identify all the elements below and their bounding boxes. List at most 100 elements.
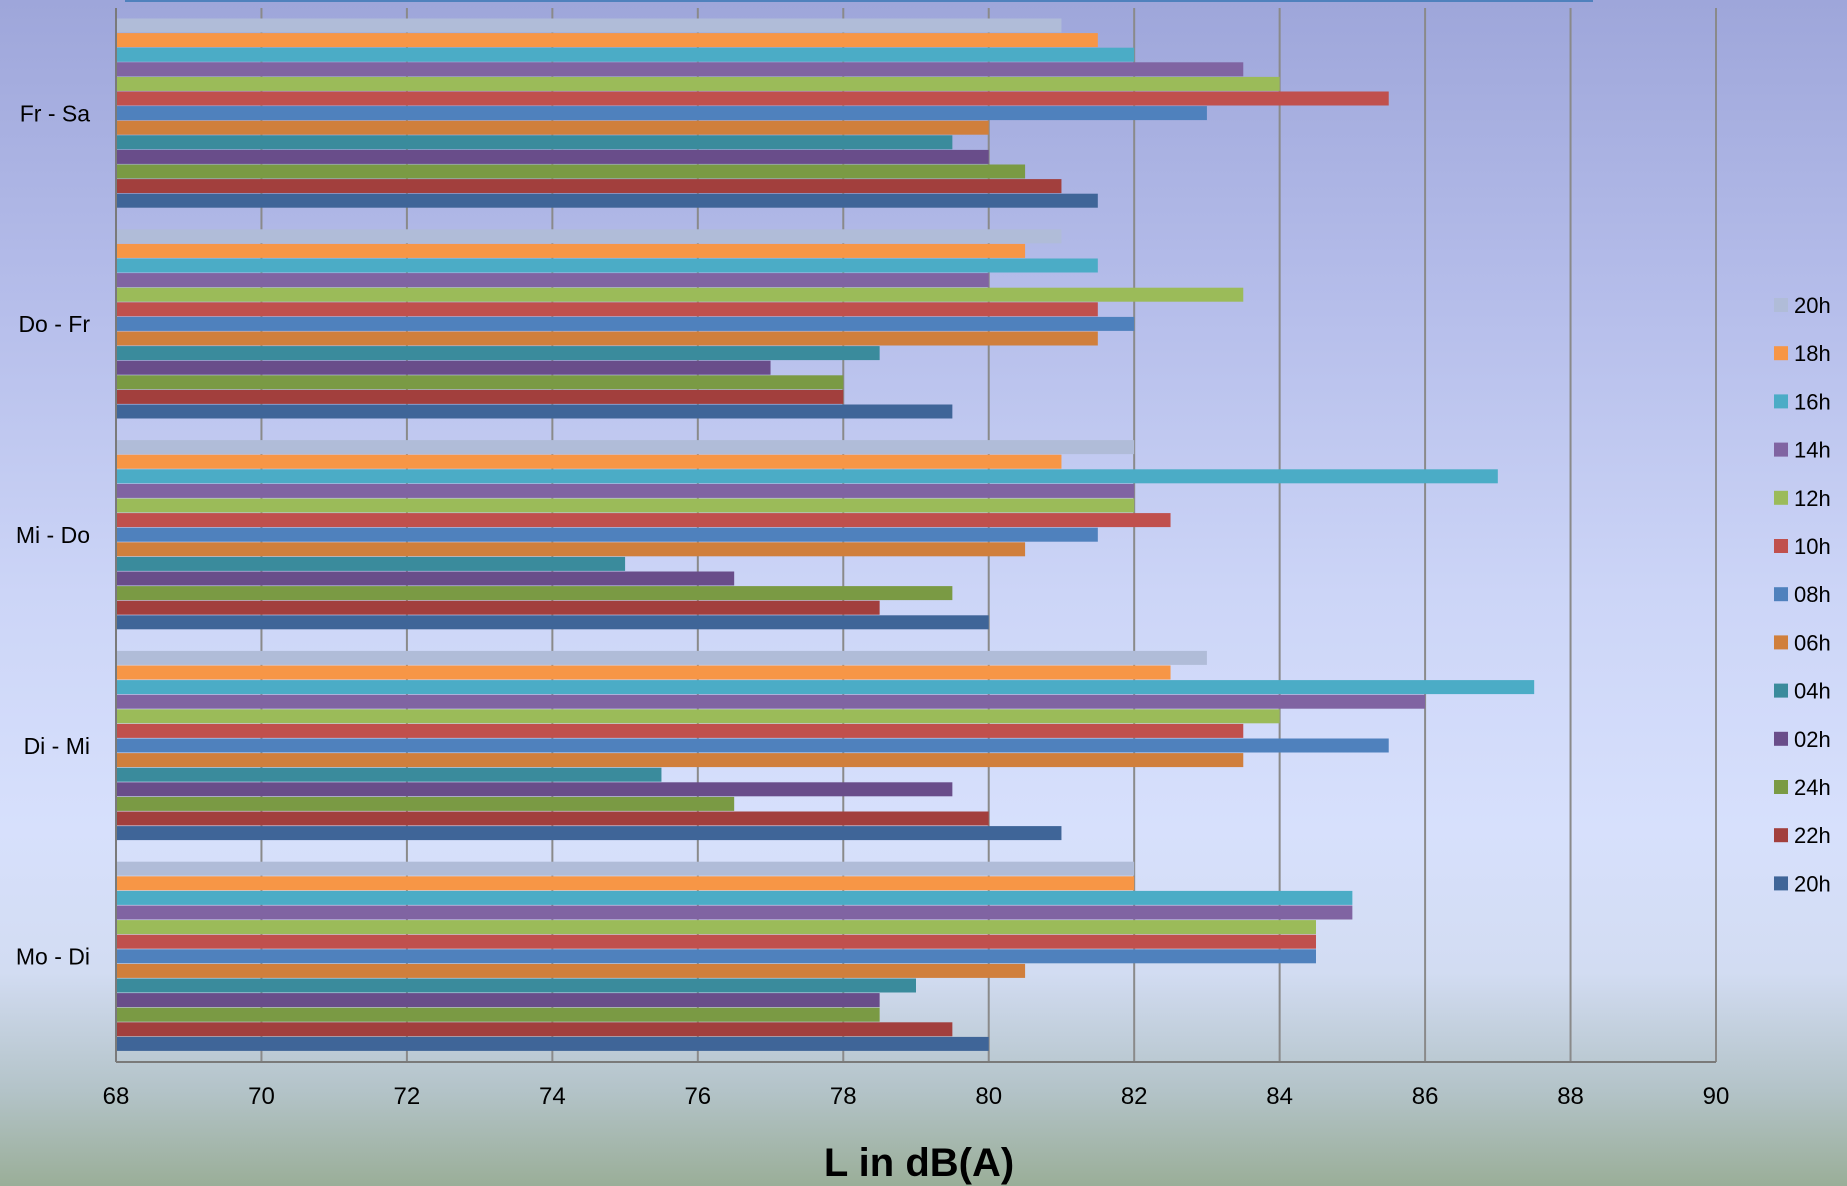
legend-swatch: [1774, 828, 1788, 843]
bar: [116, 1007, 880, 1022]
legend-label: 16h: [1794, 389, 1831, 414]
bar: [116, 179, 1062, 194]
bar: [116, 258, 1098, 273]
bar: [116, 273, 989, 288]
bar: [116, 811, 989, 826]
bar: [116, 876, 1135, 891]
bar: [116, 890, 1353, 905]
bar: [116, 331, 1098, 346]
legend-label: 20h: [1794, 871, 1831, 896]
legend-label: 18h: [1794, 341, 1831, 366]
bar: [116, 316, 1135, 331]
bar: [116, 782, 953, 797]
bar: [116, 753, 1244, 768]
x-tick-label: 74: [539, 1083, 566, 1110]
bar: [116, 360, 771, 375]
bar: [116, 302, 1098, 317]
bar: [116, 389, 844, 404]
bar: [116, 738, 1389, 753]
bar: [116, 498, 1135, 513]
bar: [116, 571, 735, 586]
bar: [116, 193, 1098, 208]
legend-swatch: [1774, 876, 1788, 891]
bar: [116, 949, 1316, 964]
bar: [116, 375, 844, 390]
legend-label: 14h: [1794, 438, 1831, 463]
bar: [116, 149, 989, 164]
bar: [116, 709, 1280, 724]
legend-label: 06h: [1794, 630, 1831, 655]
bar: [116, 993, 880, 1008]
category-label: Fr - Sa: [20, 100, 90, 126]
bar: [116, 47, 1135, 62]
bar: [116, 135, 953, 150]
legend-label: 20h: [1794, 293, 1831, 318]
bar: [116, 723, 1244, 738]
bar: [116, 586, 953, 601]
legend-swatch: [1774, 731, 1788, 746]
legend-swatch: [1774, 587, 1788, 602]
bar: [116, 650, 1207, 665]
bar: [116, 346, 880, 361]
legend-label: 12h: [1794, 486, 1831, 511]
legend-swatch: [1774, 635, 1788, 650]
bar: [116, 963, 1026, 978]
x-tick-label: 68: [103, 1083, 130, 1110]
legend-swatch: [1774, 298, 1788, 312]
bar: [116, 920, 1316, 935]
legend-label: 22h: [1794, 823, 1831, 848]
x-tick-label: 76: [684, 1083, 711, 1110]
x-axis-title: L in dB(A): [824, 1141, 1014, 1185]
bar: [116, 861, 1135, 876]
bar: [116, 120, 989, 135]
bar: [116, 694, 1426, 709]
category-label: Mi - Do: [16, 522, 90, 548]
bar: [116, 91, 1389, 106]
legend-swatch: [1774, 346, 1788, 361]
bar: [116, 483, 1135, 498]
legend-label: 08h: [1794, 582, 1831, 607]
value-axis: 68 70 72 74 76 78 80 82 84 86 88 90: [103, 8, 1730, 1110]
bar: [116, 796, 735, 811]
bar: [116, 934, 1316, 949]
bar: [116, 33, 1098, 48]
bar: [116, 513, 1171, 528]
bar: [116, 1036, 989, 1051]
bar: [116, 905, 1353, 920]
bars: [116, 18, 1535, 1051]
bar: [116, 680, 1535, 695]
legend-swatch: [1774, 394, 1788, 409]
bar: [116, 527, 1098, 542]
x-tick-label: 86: [1412, 1083, 1439, 1110]
x-tick-label: 78: [830, 1083, 857, 1110]
bar: [116, 600, 880, 615]
bar: [116, 76, 1280, 91]
bar: [116, 18, 1062, 33]
bar: [116, 542, 1026, 557]
bar: [116, 665, 1171, 680]
x-tick-label: 70: [248, 1083, 275, 1110]
x-tick-label: 84: [1266, 1083, 1293, 1110]
x-tick-label: 90: [1703, 1083, 1730, 1110]
legend-swatch: [1774, 683, 1788, 698]
bar: [116, 615, 989, 630]
legend-label: 02h: [1794, 727, 1831, 752]
legend: 20h 18h 16h 14h 12h 10h 08h 06h 04h 02h 24h 22h 20h: [1774, 293, 1831, 896]
bar: [116, 62, 1244, 77]
bar: [116, 440, 1135, 455]
bar: [116, 469, 1498, 484]
bar: [116, 287, 1244, 302]
legend-swatch: [1774, 539, 1788, 553]
category-axis: Fr - Sa Do - Fr Mi - Do Di - Mi Mo - Di: [16, 100, 90, 969]
bar: [116, 556, 626, 571]
bar: [116, 767, 662, 782]
bar: [116, 826, 1062, 841]
category-label: Do - Fr: [18, 311, 90, 337]
bar: [116, 404, 953, 419]
category-label: Mo - Di: [16, 944, 90, 970]
bar: [116, 454, 1062, 469]
x-tick-label: 80: [975, 1083, 1002, 1110]
x-tick-label: 72: [394, 1083, 421, 1110]
legend-swatch: [1774, 780, 1788, 794]
